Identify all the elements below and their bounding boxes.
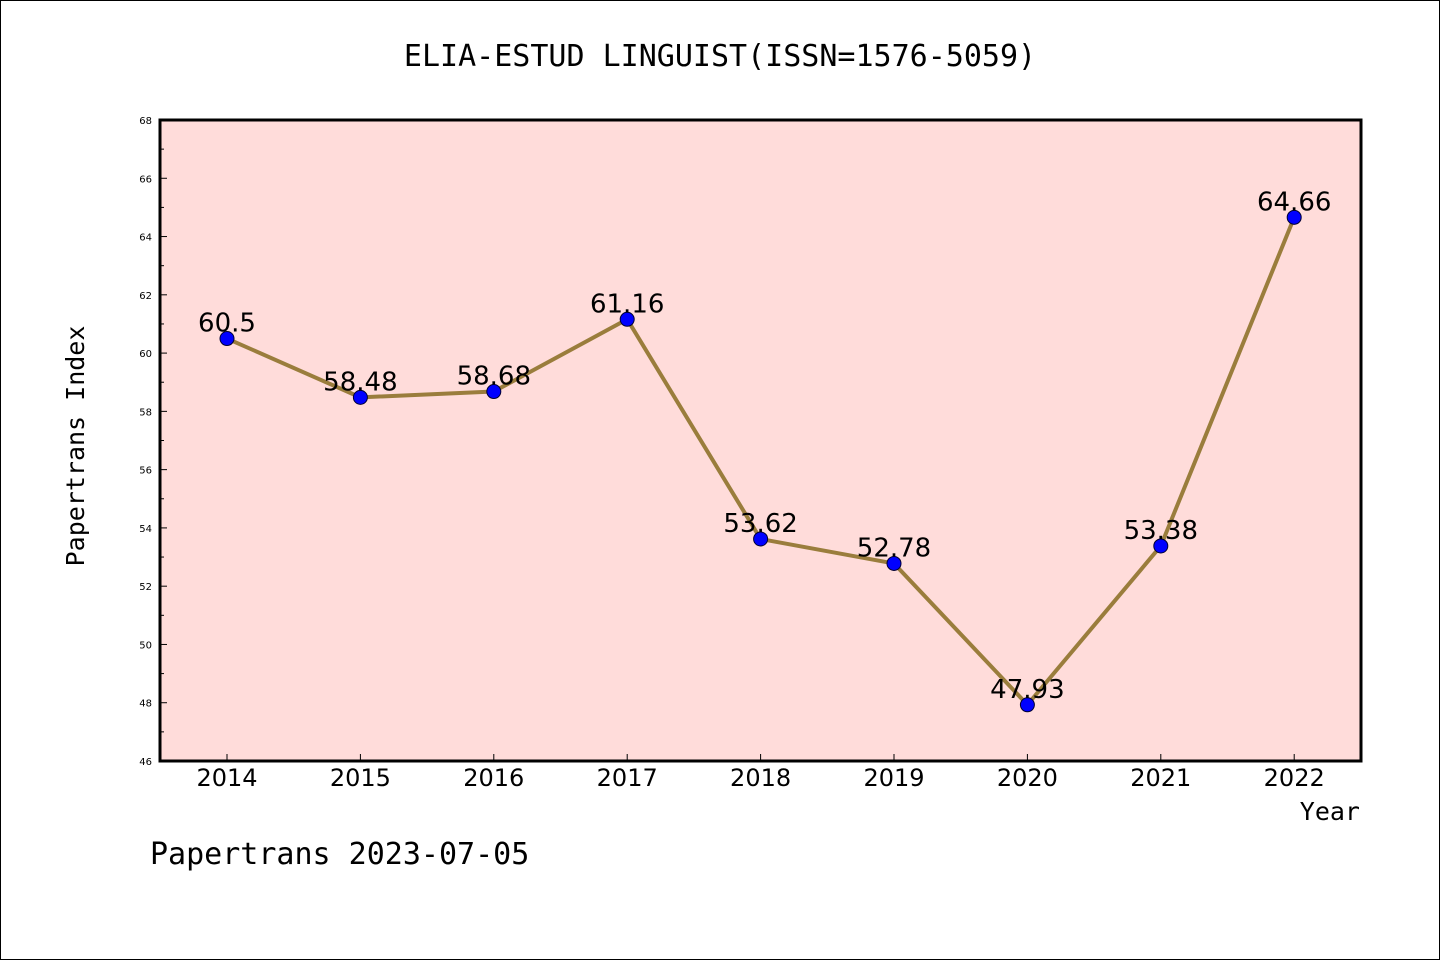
chart-title: ELIA-ESTUD LINGUIST(ISSN=1576-5059) [404, 39, 1036, 74]
y-tick-label: 54 [139, 524, 152, 535]
data-point [1153, 538, 1169, 554]
x-tick-label: 2016 [463, 764, 524, 792]
x-tick-label: 2014 [196, 764, 257, 792]
data-point [486, 384, 502, 400]
data-point [753, 531, 769, 547]
y-tick-label: 68 [139, 116, 152, 127]
x-tick-label: 2021 [1130, 764, 1191, 792]
data-label: 58.48 [323, 367, 397, 397]
data-label: 60.5 [198, 309, 256, 339]
y-tick-label: 48 [139, 699, 152, 710]
x-tick-label: 2018 [730, 764, 791, 792]
data-point [1286, 209, 1302, 225]
y-axis: 46 48 50 52 54 56 58 60 62 64 66 68 [139, 116, 167, 768]
data-point [886, 555, 902, 571]
y-tick-label: 62 [139, 291, 152, 302]
data-labels: 60.5 58.48 58.68 61.16 53.62 52.78 47.93 53.38 6… [198, 187, 1331, 704]
plot-area [158, 118, 1363, 763]
data-point [619, 311, 635, 327]
y-tick-label: 64 [139, 233, 152, 244]
x-tick-label: 2022 [1264, 764, 1325, 792]
data-label: 53.62 [723, 509, 797, 539]
data-points [219, 209, 1302, 713]
data-label: 52.78 [857, 533, 931, 563]
y-tick-label: 52 [139, 582, 152, 593]
data-label: 64.66 [1257, 187, 1331, 217]
y-tick-label: 66 [139, 174, 152, 185]
data-label: 47.93 [990, 675, 1064, 705]
x-tick-label: 2019 [863, 764, 924, 792]
data-label: 61.16 [590, 289, 664, 319]
x-axis-title: Year [1300, 797, 1360, 826]
y-tick-label: 46 [139, 757, 152, 768]
x-tick-label: 2017 [597, 764, 658, 792]
data-point [352, 389, 368, 405]
y-tick-label: 56 [139, 466, 152, 477]
x-tick-label: 2015 [330, 764, 391, 792]
y-axis-title: Papertrans Index [61, 326, 90, 567]
data-point [1019, 697, 1035, 713]
footer-credit: Papertrans 2023-07-05 [150, 837, 529, 872]
data-point [219, 331, 235, 347]
y-tick-label: 50 [139, 640, 152, 651]
y-tick-label: 60 [139, 349, 152, 360]
data-label: 58.68 [457, 362, 531, 392]
data-label: 53.38 [1124, 516, 1198, 546]
x-axis: 2014 2015 2016 2017 2018 2019 2020 2021 2022 [196, 754, 1325, 792]
x-tick-label: 2020 [997, 764, 1058, 792]
y-tick-label: 58 [139, 407, 152, 418]
